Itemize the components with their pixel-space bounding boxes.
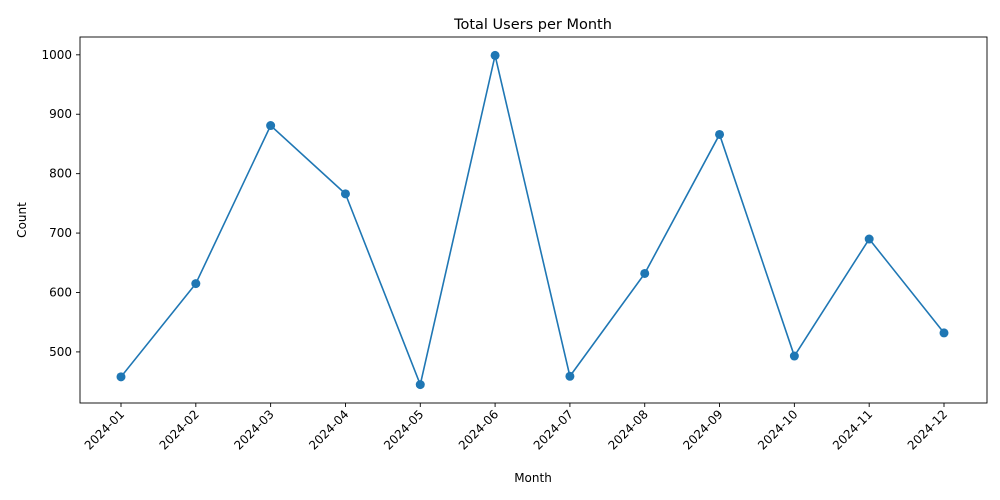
data-point-2024-09 xyxy=(715,129,725,139)
data-point-2024-05 xyxy=(415,380,425,390)
x-tick-label: 2024-02 xyxy=(157,407,202,452)
y-tick-label: 800 xyxy=(49,167,72,181)
data-point-2024-10 xyxy=(789,351,799,361)
data-point-2024-12 xyxy=(939,328,949,338)
x-tick-label: 2024-06 xyxy=(456,407,501,452)
y-axis-label: Count xyxy=(15,202,29,238)
y-tick-label: 500 xyxy=(49,345,72,359)
x-tick-label: 2024-05 xyxy=(381,407,426,452)
x-tick-label: 2024-09 xyxy=(680,407,725,452)
chart-title: Total Users per Month xyxy=(453,17,612,33)
data-point-2024-07 xyxy=(565,371,575,381)
data-point-2024-08 xyxy=(640,268,650,278)
x-tick-label: 2024-10 xyxy=(755,407,800,452)
x-axis: 2024-01 2024-02 2024-03 2024-04 2024-05 2024-… xyxy=(82,403,950,453)
x-axis-label: Month xyxy=(514,471,552,485)
x-tick-label: 2024-07 xyxy=(531,407,576,452)
y-tick-label: 1000 xyxy=(41,48,72,62)
y-axis: 500 600 700 800 900 1000 xyxy=(41,48,80,359)
data-point-2024-11 xyxy=(864,234,874,244)
data-point-2024-03 xyxy=(266,121,276,131)
x-tick-label: 2024-04 xyxy=(306,407,351,452)
x-tick-label: 2024-03 xyxy=(231,407,276,452)
data-markers xyxy=(116,50,949,390)
y-tick-label: 700 xyxy=(49,226,72,240)
plot-area xyxy=(79,36,988,404)
x-tick-label: 2024-11 xyxy=(830,407,875,452)
y-tick-label: 900 xyxy=(49,107,72,121)
x-tick-label: 2024-08 xyxy=(605,407,650,452)
data-point-2024-06 xyxy=(490,50,500,60)
data-point-2024-02 xyxy=(191,279,201,289)
x-tick-label: 2024-12 xyxy=(905,407,950,452)
x-tick-label: 2024-01 xyxy=(82,407,127,452)
data-point-2024-04 xyxy=(340,189,350,199)
series-line xyxy=(120,54,945,386)
y-tick-label: 600 xyxy=(49,285,72,299)
data-point-2024-01 xyxy=(116,372,126,382)
